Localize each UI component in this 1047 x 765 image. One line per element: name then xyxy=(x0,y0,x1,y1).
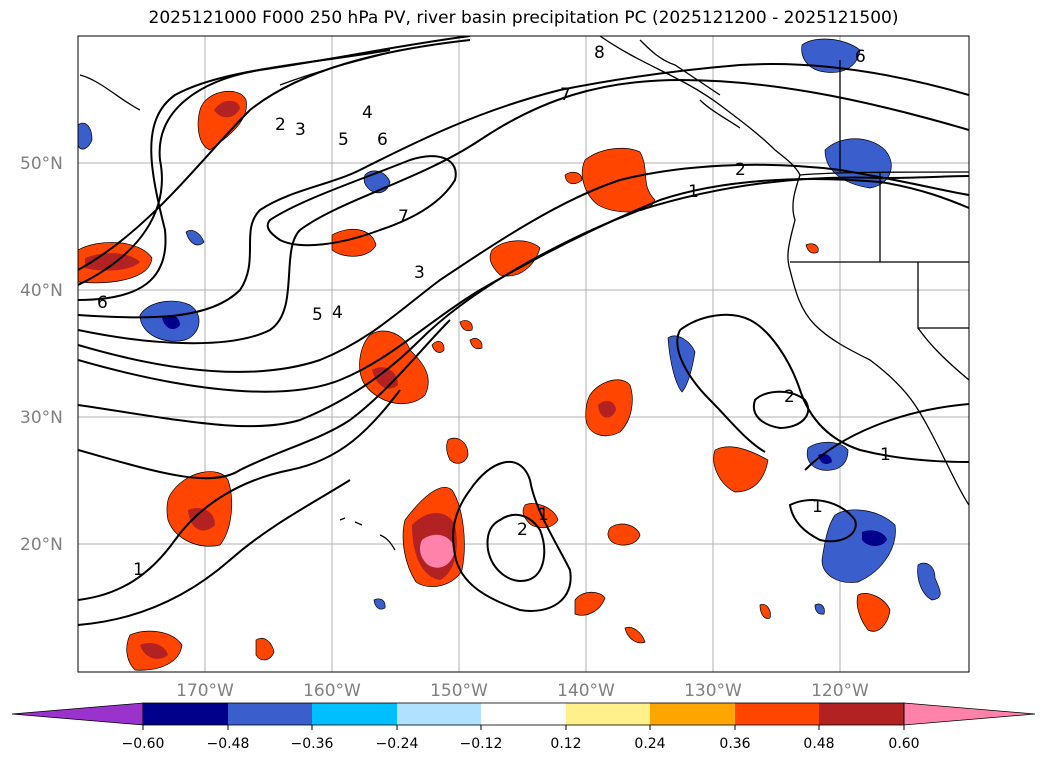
contour-label: 4 xyxy=(332,303,343,323)
colorbar-segment xyxy=(650,703,735,725)
colorbar-tick-label: −0.48 xyxy=(207,736,250,752)
colorbar-extend-low xyxy=(11,702,144,726)
contour-label: 8 xyxy=(594,43,605,63)
colorbar-tick-label: 0.48 xyxy=(803,736,834,752)
contour-label: 1 xyxy=(133,560,144,580)
lon-label: 170°W xyxy=(176,681,234,701)
coastlines xyxy=(79,36,969,551)
contour-label: 1 xyxy=(538,505,549,525)
contour-label: 2 xyxy=(735,160,746,180)
lat-label: 40°N xyxy=(20,281,63,301)
colorbar: −0.60 −0.48 −0.36 −0.24 −0.12 0.12 0.24 … xyxy=(11,702,1036,752)
colorbar-segment xyxy=(312,703,397,725)
lon-label: 130°W xyxy=(684,681,742,701)
contour-label: 6 xyxy=(377,130,388,150)
lon-label: 150°W xyxy=(430,681,488,701)
colorbar-segment xyxy=(566,703,650,725)
lat-label: 20°N xyxy=(20,535,63,555)
contour-label: 5 xyxy=(312,305,323,325)
contour-label: 6 xyxy=(97,293,108,313)
map-area xyxy=(78,36,969,672)
precip-positive-anomalies xyxy=(78,91,891,671)
lon-label: 120°W xyxy=(811,681,869,701)
colorbar-segment xyxy=(143,703,228,725)
colorbar-segment xyxy=(481,703,566,725)
colorbar-segment xyxy=(228,703,312,725)
colorbar-segment xyxy=(819,703,904,725)
colorbar-segment xyxy=(735,703,819,725)
lon-labels: 170°W 160°W 150°W 140°W 130°W 120°W xyxy=(176,681,869,701)
contour-label: 3 xyxy=(414,263,425,283)
colorbar-tick-label: −0.24 xyxy=(376,736,419,752)
contour-label: 5 xyxy=(338,130,349,150)
contour-labels: 8 7 6 2 3 4 5 6 7 2 1 6 5 4 3 2 1 2 1 1 … xyxy=(97,43,891,580)
lat-labels: 50°N 40°N 30°N 20°N xyxy=(20,154,63,555)
colorbar-tick-label: −0.12 xyxy=(460,736,503,752)
contour-label: 2 xyxy=(275,115,286,135)
colorbar-tick-label: 0.24 xyxy=(634,736,665,752)
contour-label: 2 xyxy=(517,520,528,540)
contour-label: 4 xyxy=(362,103,373,123)
contour-label: 6 xyxy=(855,47,866,67)
contour-label: 7 xyxy=(398,207,409,227)
lon-label: 160°W xyxy=(303,681,361,701)
contour-label: 1 xyxy=(880,445,891,465)
contour-label: 3 xyxy=(295,120,306,140)
colorbar-extend-high xyxy=(903,702,1036,726)
colorbar-tick-label: 0.12 xyxy=(550,736,581,752)
contour-label: 1 xyxy=(812,497,823,517)
precip-negative-anomalies xyxy=(78,38,941,615)
contour-label: 2 xyxy=(784,387,795,407)
colorbar-segment xyxy=(397,703,481,725)
map-border xyxy=(77,35,970,673)
colorbar-tick-label: −0.60 xyxy=(122,736,165,752)
colorbar-tick-label: 0.60 xyxy=(888,736,919,752)
colorbar-tick-label: 0.36 xyxy=(719,736,750,752)
map-title: 2025121000 F000 250 hPa PV, river basin … xyxy=(148,8,899,28)
colorbar-tick-label: −0.36 xyxy=(291,736,334,752)
contour-label: 7 xyxy=(560,85,571,105)
lat-label: 50°N xyxy=(20,154,63,174)
contour-label: 1 xyxy=(688,182,699,202)
lat-label: 30°N xyxy=(20,408,63,428)
lon-label: 140°W xyxy=(557,681,615,701)
